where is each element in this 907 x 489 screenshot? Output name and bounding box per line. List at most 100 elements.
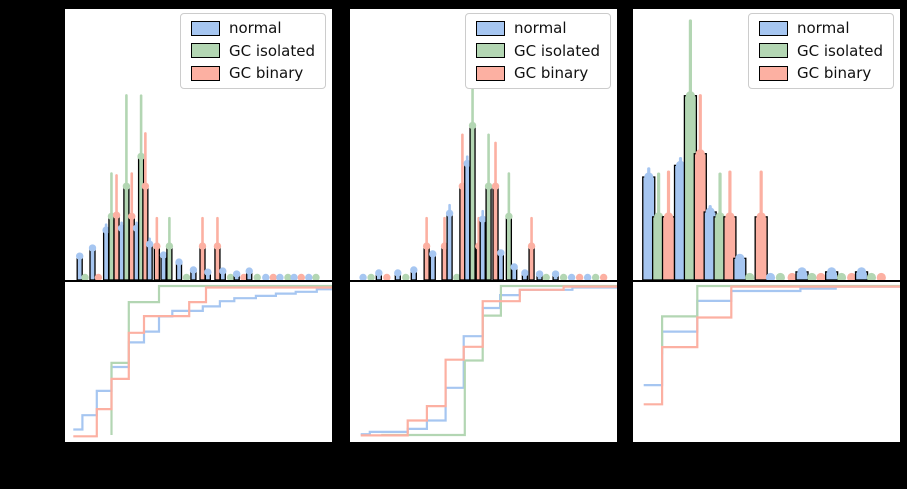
hist-lollipop-gc_isolated	[367, 273, 375, 280]
hist-lollipop-normal	[583, 273, 592, 280]
legend-label-normal: normal	[796, 19, 850, 37]
hist-lollipop-gc_binary	[876, 272, 886, 280]
hist-lollipop-gc_isolated	[651, 172, 666, 280]
hist-lollipop-gc_isolated	[312, 273, 320, 280]
hist-lollipop-gc_isolated	[284, 273, 292, 280]
legend-row-gc_binary: GC binary	[758, 64, 883, 82]
hist-lollipop-normal	[765, 272, 776, 280]
panel-histogram-2: normal GC isolated GC binary	[349, 8, 618, 281]
hist-lollipop-normal	[521, 269, 529, 280]
hist-lollipop-gc_binary	[847, 272, 857, 280]
cdf-line-gc_binary	[73, 286, 332, 438]
hist-lollipop-gc_isolated	[505, 172, 513, 280]
hist-lollipop-normal	[290, 273, 298, 280]
cdf-plot-3	[643, 284, 900, 406]
legend-swatch-normal	[758, 20, 788, 36]
panel-histogram-1: normal GC isolated GC binary	[64, 8, 333, 281]
hist-lollipop-gc_binary	[198, 216, 207, 280]
hist-lollipop-gc_binary	[269, 273, 277, 280]
legend-row-gc_isolated: GC isolated	[475, 41, 600, 60]
legend-swatch-gc_binary	[475, 65, 505, 81]
legend-swatch-normal	[475, 20, 505, 36]
hist-lollipop-gc_isolated	[542, 273, 550, 280]
hist-lollipop-gc_binary	[754, 170, 768, 280]
cdf-plot-2	[360, 284, 617, 437]
hist-lollipop-gc_binary	[422, 216, 431, 280]
legend-label-gc_isolated: GC isolated	[796, 41, 883, 60]
hist-lollipop-gc_binary	[440, 216, 449, 280]
hist-lollipop-gc_isolated	[226, 273, 235, 280]
hist-lollipop-normal	[219, 267, 227, 280]
legend-swatch-gc_isolated	[758, 43, 788, 59]
panel-cdf-1	[64, 281, 333, 443]
hist-lollipop-gc_isolated	[866, 272, 877, 280]
histogram-plot-3	[642, 19, 886, 280]
hist-lollipop-normal	[232, 270, 241, 280]
legend-label-gc_binary: GC binary	[796, 64, 872, 82]
hist-lollipop-normal	[824, 267, 839, 280]
hist-lollipop-gc_binary	[787, 272, 797, 280]
hist-lollipop-normal	[394, 269, 402, 280]
hist-lollipop-gc_isolated	[81, 273, 89, 280]
hist-lollipop-normal	[102, 223, 110, 280]
hist-lollipop-normal	[159, 251, 168, 280]
hist-lollipop-normal	[262, 273, 270, 280]
legend-label-gc_binary: GC binary	[513, 64, 589, 82]
hist-lollipop-normal	[567, 273, 576, 280]
hist-lollipop-normal	[478, 209, 487, 280]
hist-lollipop-gc_binary	[575, 273, 584, 280]
legend-row-normal: normal	[758, 19, 883, 37]
legend-swatch-gc_isolated	[190, 43, 220, 59]
legend-label-gc_isolated: GC isolated	[513, 41, 600, 60]
cdf-line-normal	[643, 285, 900, 387]
cdf-line-gc_isolated	[110, 284, 332, 435]
hist-lollipop-gc_isolated	[253, 273, 261, 280]
legend: normal GC isolated GC binary	[464, 13, 611, 89]
hist-lollipop-normal	[204, 268, 212, 280]
legend-row-gc_binary: GC binary	[475, 64, 600, 82]
hist-lollipop-normal	[410, 266, 418, 280]
hist-lollipop-normal	[145, 237, 154, 280]
hist-lollipop-gc_binary	[94, 273, 103, 280]
hist-lollipop-normal	[497, 249, 505, 280]
hist-lollipop-gc_isolated	[402, 273, 410, 280]
panel-cdf-3	[632, 281, 901, 443]
hist-lollipop-normal	[795, 267, 809, 280]
hist-lollipop-gc_binary	[112, 174, 121, 280]
cdf-plot-1	[73, 284, 332, 438]
legend: normal GC isolated GC binary	[747, 13, 894, 89]
hist-lollipop-gc_binary	[816, 272, 826, 280]
legend-row-gc_isolated: GC isolated	[190, 41, 315, 60]
hist-lollipop-normal	[359, 273, 367, 280]
hist-lollipop-gc_binary	[240, 273, 248, 280]
legend-label-normal: normal	[228, 19, 282, 37]
legend-row-normal: normal	[475, 20, 600, 37]
hist-lollipop-normal	[429, 250, 437, 280]
legend-label-gc_binary: GC binary	[228, 64, 304, 82]
legend-swatch-gc_binary	[190, 65, 220, 81]
hist-lollipop-gc_isolated	[745, 272, 755, 280]
cdf-line-normal	[360, 286, 617, 436]
legend-row-gc_isolated: GC isolated	[758, 41, 883, 60]
hist-lollipop-gc_isolated	[182, 273, 191, 280]
hist-lollipop-gc_isolated	[484, 133, 493, 280]
hist-lollipop-gc_binary	[723, 170, 737, 280]
hist-lollipop-normal	[733, 253, 747, 280]
hist-lollipop-gc_binary	[153, 216, 161, 280]
hist-lollipop-gc_binary	[297, 273, 305, 280]
legend-label-gc_isolated: GC isolated	[228, 41, 315, 60]
hist-lollipop-gc_binary	[599, 273, 608, 280]
hist-lollipop-normal	[245, 267, 253, 280]
cdf-line-gc_binary	[360, 285, 617, 437]
hist-lollipop-gc_binary	[383, 273, 391, 280]
legend: normal GC isolated GC binary	[179, 13, 326, 89]
legend-row-gc_binary: GC binary	[190, 64, 315, 82]
hist-lollipop-normal	[305, 273, 313, 280]
hist-lollipop-gc_binary	[213, 216, 222, 280]
legend-row-normal: normal	[190, 19, 315, 37]
hist-lollipop-normal	[88, 244, 97, 280]
histogram-plot-1	[75, 94, 320, 280]
hist-lollipop-gc_isolated	[775, 272, 785, 280]
hist-lollipop-normal	[510, 263, 518, 280]
